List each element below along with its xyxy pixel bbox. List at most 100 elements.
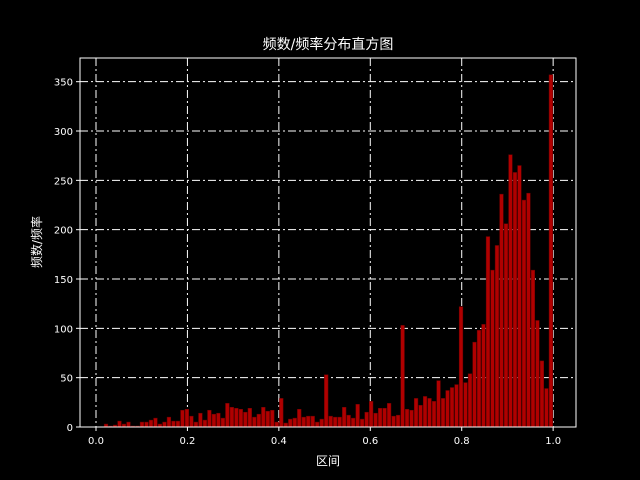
histogram-bar <box>274 421 279 428</box>
y-tick-label: 100 <box>54 324 73 335</box>
histogram-bar <box>328 415 333 428</box>
histogram-bar <box>521 199 527 428</box>
y-axis-label: 频数/频率 <box>29 216 44 268</box>
histogram-bar <box>216 412 221 428</box>
histogram-bar <box>476 330 482 428</box>
histogram-bar <box>355 404 360 428</box>
histogram-bar <box>175 420 181 428</box>
histogram-bar <box>306 415 311 428</box>
histogram-bar <box>485 236 491 428</box>
histogram-bar <box>517 165 522 428</box>
histogram-bar <box>508 154 513 428</box>
histogram-bar <box>369 401 374 428</box>
histogram-bar <box>148 419 154 428</box>
histogram-bar <box>382 408 387 428</box>
histogram-bar <box>171 420 176 428</box>
y-tick-label: 200 <box>54 226 73 237</box>
histogram-bar <box>463 382 468 428</box>
y-tick-label: 50 <box>60 374 73 385</box>
histogram-bar <box>396 414 401 428</box>
x-tick-label: 0.8 <box>454 436 470 447</box>
histogram-bar <box>342 407 347 428</box>
axes-frame <box>79 57 577 428</box>
histogram-bar <box>539 360 545 428</box>
histogram-bar <box>494 245 500 428</box>
histogram-bar <box>436 380 441 428</box>
histogram-bar <box>544 388 549 428</box>
x-tick-label: 1.0 <box>545 436 561 447</box>
histogram-bar <box>292 417 297 428</box>
histogram-bar <box>373 412 378 428</box>
histogram-bar <box>526 192 531 428</box>
histogram-bar <box>288 418 293 428</box>
histogram-bar <box>247 408 252 428</box>
histogram-bar <box>144 421 149 428</box>
histogram-bar <box>409 409 414 428</box>
y-tick-label: 0 <box>67 423 73 434</box>
histogram-bar <box>337 416 342 428</box>
histogram-bar <box>454 384 459 428</box>
histogram-bar <box>234 408 239 428</box>
histogram-bar <box>427 398 432 428</box>
histogram-bar <box>472 341 477 428</box>
histogram-bar <box>490 269 495 428</box>
histogram-bar <box>418 405 423 428</box>
histogram-bar <box>449 387 455 428</box>
histogram-bar <box>413 398 419 428</box>
histogram-bar <box>193 421 198 428</box>
histogram-bar <box>364 411 369 428</box>
histogram-bar <box>405 408 410 428</box>
histogram-bar <box>530 269 536 428</box>
y-tick-label: 300 <box>54 127 73 138</box>
histogram-bar <box>387 403 392 428</box>
histogram-bar <box>400 325 405 428</box>
histogram-bar <box>139 421 145 428</box>
histogram-bar <box>297 408 302 428</box>
histogram-bar <box>467 373 473 428</box>
histogram-bar <box>458 306 464 428</box>
histogram-bar <box>445 390 450 428</box>
histogram-bar <box>243 411 248 428</box>
histogram-bar <box>270 409 275 428</box>
chart-title: 频数/频率分布直方图 <box>263 36 394 53</box>
y-tick-label: 250 <box>54 176 73 187</box>
x-tick-label: 0.6 <box>362 436 378 447</box>
y-axis: 0 50 100 150 200 250 300 350 <box>54 78 80 434</box>
histogram-bar <box>162 421 167 428</box>
histogram-bar <box>265 410 270 428</box>
histogram-bar <box>225 403 230 428</box>
histogram-bar <box>220 417 225 428</box>
histogram-bar <box>153 417 158 428</box>
histogram-bar <box>503 223 509 428</box>
histogram-bar <box>315 421 320 428</box>
histogram-bar <box>499 193 504 428</box>
histogram-bar <box>126 421 131 428</box>
histogram-bar <box>319 418 324 428</box>
histogram-bar <box>238 408 243 428</box>
histogram-bar <box>189 415 194 428</box>
histogram-bar <box>252 416 257 428</box>
histogram-bar <box>202 419 207 428</box>
histogram-bar <box>166 416 172 428</box>
histogram-bar <box>360 418 365 428</box>
histogram-bar <box>301 416 306 428</box>
histogram-bar <box>324 374 329 428</box>
x-axis: 0.0 0.2 0.4 0.6 0.8 1.0 <box>88 427 561 447</box>
x-tick-label: 0.4 <box>271 436 287 447</box>
histogram-bar <box>440 398 446 428</box>
histogram-bar <box>229 407 234 428</box>
histogram-bar <box>378 408 383 428</box>
x-tick-label: 0.2 <box>179 436 195 447</box>
histogram-bar <box>351 417 356 428</box>
histogram-bar <box>535 320 540 428</box>
histogram-bar <box>481 324 486 428</box>
histogram-bar <box>346 414 351 428</box>
histogram-bar <box>261 407 266 428</box>
histogram-bar <box>548 74 553 428</box>
histogram-bar <box>198 412 203 428</box>
x-axis-label: 区间 <box>316 454 340 468</box>
histogram-bar <box>283 422 288 428</box>
x-tick-label: 0.0 <box>88 436 104 447</box>
histogram-bar <box>333 416 338 428</box>
